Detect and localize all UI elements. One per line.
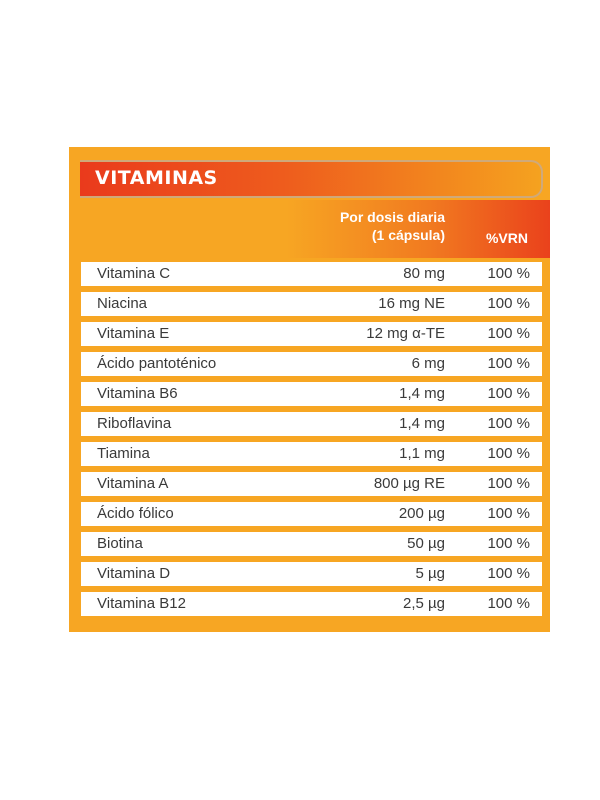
row-vrn: 100 % [487,265,530,282]
row-name: Ácido pantoténico [97,355,217,372]
row-vrn: 100 % [487,355,530,372]
table-row: Biotina 50 µg 100 % [81,532,542,556]
row-name: Ácido fólico [97,505,174,522]
row-name: Vitamina B12 [97,595,186,612]
row-vrn: 100 % [487,385,530,402]
header-dose-line1: Por dosis diaria [339,209,445,225]
row-dose: 12 mg α-TE [366,325,445,342]
table-row: Niacina 16 mg NE 100 % [81,292,542,316]
row-name: Tiamina [97,445,150,462]
row-name: Vitamina C [97,265,171,282]
row-dose: 200 µg [398,505,445,522]
row-vrn: 100 % [487,475,530,492]
header-vrn: %VRN [485,230,528,246]
table-row: Vitamina D 5 µg 100 % [81,562,542,586]
row-vrn: 100 % [487,535,530,552]
row-name: Niacina [97,295,148,312]
row-dose: 80 mg [403,265,445,282]
row-name: Vitamina E [97,325,170,342]
row-vrn: 100 % [487,565,530,582]
table-body: Vitamina C 80 mg 100 % Niacina 16 mg NE … [81,262,542,622]
row-name: Vitamina D [97,565,171,582]
header-dose-line2: (1 cápsula) [371,227,445,243]
row-vrn: 100 % [487,505,530,522]
table-row: Vitamina E 12 mg α-TE 100 % [81,322,542,346]
row-dose: 2,5 µg [402,595,445,612]
row-dose: 800 µg RE [373,475,445,492]
table-row: Vitamina B12 2,5 µg 100 % [81,592,542,616]
row-vrn: 100 % [487,445,530,462]
table-title: VITAMINAS [95,167,218,189]
table-row: Vitamina B6 1,4 mg 100 % [81,382,542,406]
row-dose: 16 mg NE [378,295,445,312]
row-name: Biotina [97,535,143,552]
row-name: Vitamina A [97,475,169,492]
row-dose: 1,4 mg [399,385,445,402]
row-vrn: 100 % [487,295,530,312]
row-vrn: 100 % [487,415,530,432]
table-row: Tiamina 1,1 mg 100 % [81,442,542,466]
table-header: Por dosis diaria (1 cápsula) %VRN [69,200,550,258]
row-dose: 6 mg [411,355,445,372]
row-vrn: 100 % [487,325,530,342]
title-bar: VITAMINAS [80,160,543,198]
table-row: Ácido fólico 200 µg 100 % [81,502,542,526]
row-name: Riboflavina [97,415,172,432]
row-dose: 5 µg [415,565,446,582]
table-row: Vitamina A 800 µg RE 100 % [81,472,542,496]
row-dose: 1,1 mg [399,445,445,462]
row-dose: 1,4 mg [399,415,445,432]
header-dose: Por dosis diaria (1 cápsula) [285,208,445,244]
table-row: Vitamina C 80 mg 100 % [81,262,542,286]
row-dose: 50 µg [407,535,445,552]
row-name: Vitamina B6 [97,385,178,402]
table-row: Ácido pantoténico 6 mg 100 % [81,352,542,376]
table-row: Riboflavina 1,4 mg 100 % [81,412,542,436]
vitamin-table-panel: VITAMINAS Por dosis diaria (1 cápsula) %… [69,147,550,632]
row-vrn: 100 % [487,595,530,612]
